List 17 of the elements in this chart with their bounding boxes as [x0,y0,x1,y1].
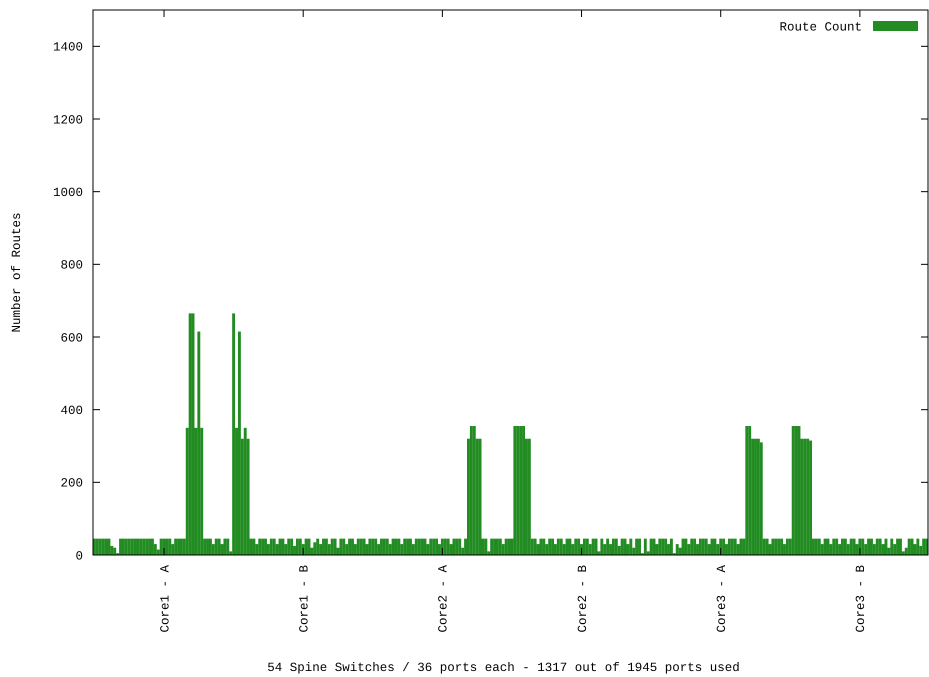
x-tick-label: Core1 - B [298,564,312,633]
x-tick-label: Core2 - A [436,564,451,633]
y-tick-label: 600 [60,331,83,346]
y-tick-label: 800 [60,258,83,273]
y-tick-label: 400 [60,404,83,418]
x-tick-label: Core1 - A [158,564,172,633]
y-tick-label: 1400 [52,40,83,55]
y-tick-label: 1000 [52,186,83,200]
y-tick-label: 1200 [52,113,83,128]
y-tick-label: 0 [75,549,83,564]
x-tick-label: Core3 - B [854,564,868,633]
x-tick-label: Core2 - B [576,564,590,633]
x-axis-title: 54 Spine Switches / 36 ports each - 1317 out of 1945 ports used [267,661,740,675]
y-tick-label: 200 [60,476,83,491]
y-axis-title: Number of Routes [10,212,24,333]
legend-label: Route Count [779,20,862,34]
x-tick-label: Core3 - A [715,564,730,633]
